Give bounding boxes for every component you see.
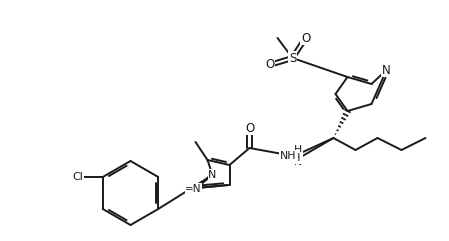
Text: N: N [382,63,391,76]
Text: N: N [208,170,217,180]
Text: O: O [265,59,274,72]
Text: S: S [289,52,296,65]
Text: O: O [301,32,310,45]
Text: H
N: H N [294,145,303,167]
Text: O: O [245,121,254,134]
Text: NH: NH [280,151,297,161]
Text: Cl: Cl [72,172,83,182]
Text: NH: NH [285,153,302,163]
Text: =N: =N [185,184,202,194]
